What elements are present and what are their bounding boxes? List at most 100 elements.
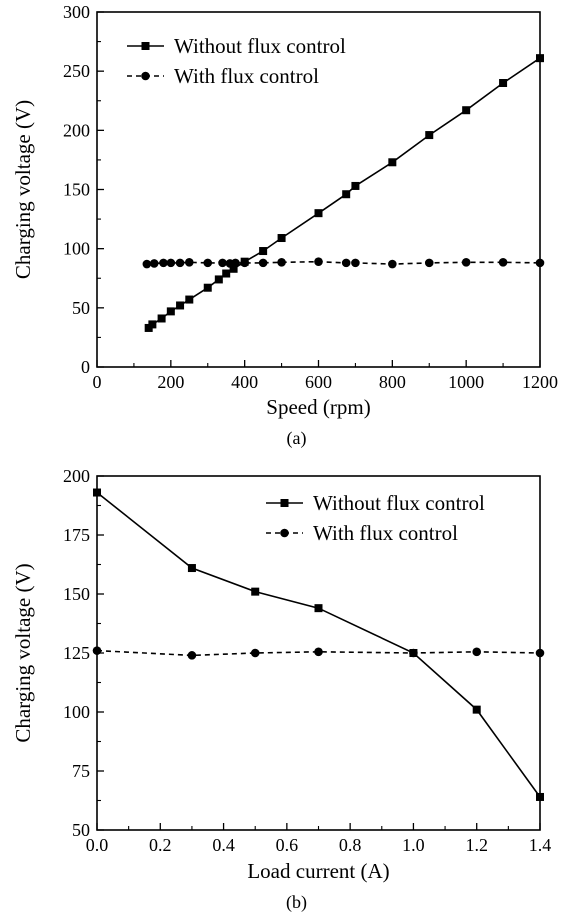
data-point: [176, 301, 185, 310]
data-point: [222, 269, 231, 278]
data-point: [314, 209, 323, 218]
data-point: [535, 258, 545, 268]
y-tick-label: 300: [63, 2, 90, 22]
data-point: [536, 792, 544, 801]
legend-label: With flux control: [174, 64, 319, 88]
data-point: [314, 604, 323, 613]
y-tick-label: 75: [72, 761, 90, 781]
y-tick-label: 125: [63, 643, 90, 663]
y-axis-title: Charging voltage (V): [11, 100, 35, 279]
data-point: [258, 258, 268, 268]
data-point: [314, 647, 323, 657]
y-tick-label: 200: [63, 466, 90, 486]
x-tick-label: 1200: [522, 372, 558, 392]
data-point: [342, 190, 351, 199]
data-point: [214, 275, 223, 284]
data-point: [93, 488, 101, 497]
data-point: [240, 258, 249, 268]
legend-marker: [280, 528, 289, 538]
data-point: [229, 264, 238, 273]
data-point: [277, 257, 286, 267]
data-point: [277, 234, 286, 243]
y-tick-label: 100: [63, 702, 90, 722]
x-tick-label: 0.8: [339, 835, 362, 855]
legend-label: Without flux control: [174, 34, 346, 58]
data-point: [425, 131, 434, 140]
data-point: [149, 259, 159, 268]
data-point: [498, 257, 508, 267]
data-point: [157, 314, 166, 323]
data-point: [351, 258, 360, 268]
y-tick-label: 150: [63, 584, 90, 604]
x-tick-label: 0.2: [149, 835, 172, 855]
data-point: [166, 307, 175, 316]
data-point: [314, 257, 323, 266]
y-tick-label: 0: [81, 357, 90, 377]
data-point: [187, 651, 197, 660]
x-tick-label: 1000: [448, 372, 484, 392]
data-point: [424, 258, 434, 268]
data-point: [251, 587, 260, 596]
data-point: [462, 106, 471, 115]
series-without-flux-control: [144, 54, 544, 332]
legend-entry: With flux control: [266, 521, 458, 545]
series-with-flux-control: [142, 257, 545, 269]
legend-entry: Without flux control: [127, 34, 346, 58]
legend-label: With flux control: [313, 521, 458, 545]
y-tick-label: 150: [63, 180, 90, 200]
data-point: [175, 258, 185, 268]
data-point: [148, 320, 157, 329]
data-point: [499, 79, 508, 87]
data-point: [187, 564, 196, 573]
x-tick-label: 600: [305, 372, 332, 392]
data-point: [341, 258, 351, 268]
y-tick-label: 50: [72, 820, 90, 840]
chart-panel-a: 0 200 400 600 800 1000 1200 0 50 100 150 200 250 300 S…: [11, 2, 558, 449]
data-point: [166, 258, 176, 268]
data-point: [388, 158, 397, 167]
data-point: [536, 54, 544, 63]
legend-marker: [141, 42, 150, 50]
y-tick-label: 100: [63, 239, 90, 259]
data-point: [185, 295, 194, 304]
y-tick-label: 175: [63, 525, 90, 545]
x-tick-label: 0.6: [276, 835, 299, 855]
legend-label: Without flux control: [313, 491, 485, 515]
series-with-flux-control: [92, 646, 545, 660]
x-tick-label: 400: [231, 372, 258, 392]
data-point: [203, 258, 213, 268]
data-point: [351, 181, 360, 190]
data-point: [218, 258, 227, 268]
data-point: [388, 259, 397, 269]
data-point: [184, 257, 194, 267]
x-tick-label: 1.0: [402, 835, 425, 855]
legend-marker: [141, 71, 150, 81]
x-tick-label: 0.0: [86, 835, 109, 855]
x-tick-label: 0.4: [212, 835, 235, 855]
panel-label: (b): [286, 892, 307, 913]
x-tick-label: 1.2: [465, 835, 488, 855]
data-point: [472, 647, 482, 657]
data-point: [461, 257, 471, 267]
y-tick-label: 50: [72, 298, 90, 318]
data-point: [231, 258, 240, 268]
chart-panel-b: 0.0 0.2 0.4 0.6 0.8 1.0 1.2 1.4 50 75 100 125 150 175…: [11, 466, 551, 913]
data-point: [409, 648, 418, 658]
data-point: [472, 705, 481, 714]
x-axis-title: Speed (rpm): [266, 395, 370, 419]
panel-label: (a): [287, 428, 307, 449]
data-point: [535, 648, 545, 658]
legend-entry: Without flux control: [266, 491, 485, 515]
data-point: [159, 258, 168, 268]
legend-marker: [280, 499, 289, 507]
x-axis-title: Load current (A): [247, 859, 389, 883]
x-tick-label: 200: [157, 372, 184, 392]
data-point: [92, 646, 102, 655]
y-tick-label: 200: [63, 120, 90, 140]
data-point: [142, 259, 152, 269]
data-point: [250, 648, 260, 658]
x-tick-label: 0: [93, 372, 102, 392]
legend-entry: With flux control: [127, 64, 319, 88]
y-axis-title: Charging voltage (V): [11, 563, 35, 742]
